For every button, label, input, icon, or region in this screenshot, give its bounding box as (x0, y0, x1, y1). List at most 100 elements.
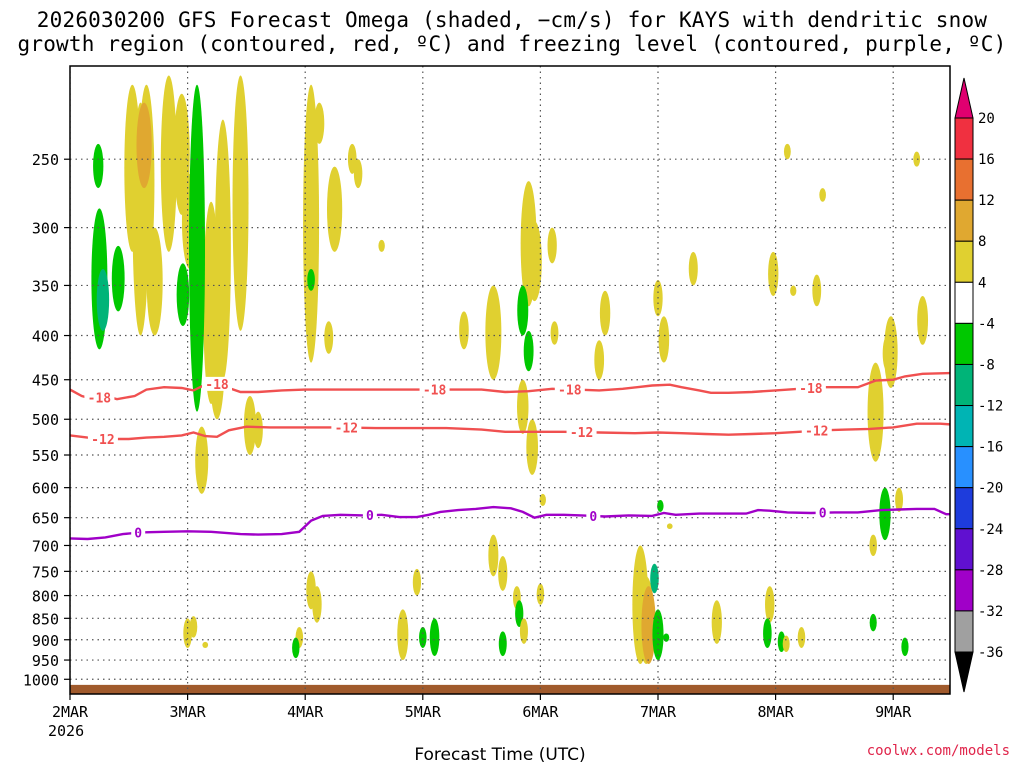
colorbar-label: 12 (978, 193, 995, 209)
colorbar-label: 8 (978, 234, 986, 250)
omega-region (527, 221, 542, 302)
credit-link[interactable]: coolwx.com/models (866, 743, 1010, 759)
contour-lines: -18 -18 -18 -18 -18 -12 -12 -12 -12 0 0 0 0 (70, 371, 950, 542)
colorbar-label: 4 (978, 275, 986, 291)
omega-region (176, 263, 190, 327)
colorbar-swatch (954, 322, 974, 365)
omega-region (312, 586, 322, 623)
y-tick-label: 600 (32, 480, 59, 498)
contour-label: -18 (88, 392, 112, 407)
omega-region (782, 635, 790, 653)
omega-region (397, 609, 409, 661)
y-tick-label: 950 (32, 652, 59, 670)
contour-label-bg (801, 423, 832, 438)
omega-region (326, 166, 343, 252)
omega-region (526, 419, 539, 475)
colorbar-swatch (954, 158, 974, 201)
omega-region (658, 316, 670, 363)
omega-region (209, 239, 222, 297)
colorbar-swatch (954, 487, 974, 530)
y-tick-label: 650 (32, 510, 59, 528)
x-tick-label: 6MAR (522, 703, 559, 721)
contour-label-bg (84, 390, 115, 405)
contour-label-bg (362, 508, 377, 523)
x-tick-label: 9MAR (875, 703, 912, 721)
x-tick-label: 4MAR (287, 703, 324, 721)
colorbar-label: -28 (978, 563, 1003, 579)
omega-region (812, 274, 822, 307)
contour-label: 0 (819, 507, 827, 522)
omega-region (666, 523, 673, 530)
omega-region (650, 563, 659, 594)
grid-lines (70, 66, 950, 694)
contour-label: -12 (335, 422, 358, 437)
omega-region (768, 251, 779, 297)
colorbar-swatch (954, 528, 974, 571)
contour-label-bg (331, 420, 362, 435)
colorbar-label: -36 (978, 645, 1003, 661)
chart-title-line-2: growth region (contoured, red, ºC) and f… (17, 32, 1007, 56)
contour-label-bg (554, 382, 585, 397)
x-axis-year-label: 2026 (48, 722, 85, 740)
ground-fill (70, 684, 950, 694)
contour-line-0 (70, 505, 950, 541)
omega-region (869, 613, 877, 632)
colorbar-label: -12 (978, 399, 1003, 415)
omega-region (378, 239, 385, 252)
colorbar-label: 20 (978, 111, 995, 127)
omega-region (517, 285, 529, 336)
omega-region (459, 311, 469, 350)
colorbar: 20 16 12 8 4 -4 -8 -12 -16 -20 -24 -28 -32 -36 (954, 77, 1003, 693)
omega-region (429, 618, 440, 657)
omega-region (498, 631, 507, 657)
contour-label-bg (419, 382, 450, 397)
contour-label: -18 (423, 384, 447, 399)
y-tick-label: 450 (32, 372, 59, 390)
y-tick-label: 250 (32, 151, 59, 169)
y-tick-label: 400 (32, 328, 59, 346)
colorbar-swatch (954, 569, 974, 612)
omega-region (307, 269, 315, 291)
contour-label-bg (586, 508, 601, 523)
contour-label: -12 (91, 433, 114, 448)
contour-label-bg (131, 525, 146, 540)
omega-region (232, 75, 249, 331)
contour-label: -12 (570, 426, 593, 441)
omega-region (146, 227, 163, 336)
omega-region (641, 586, 656, 664)
omega-region (111, 245, 125, 312)
omega-region (657, 499, 664, 512)
omega-region (195, 426, 209, 494)
omega-region (895, 487, 904, 512)
y-tick-label: 500 (32, 411, 59, 429)
omega-region (783, 143, 791, 160)
omega-region (539, 493, 546, 506)
colorbar-label: -32 (978, 604, 1003, 620)
omega-region (189, 84, 206, 412)
omega-region (96, 269, 110, 331)
colorbar-swatch (954, 405, 974, 448)
omega-region (353, 159, 363, 189)
x-tick-label: 2MAR (52, 703, 89, 721)
contour-label-bg (87, 431, 118, 446)
omega-region (519, 618, 528, 644)
y-tick-label: 900 (32, 632, 59, 650)
omega-region (243, 396, 256, 456)
chart-title-line-1: 2026030200 GFS Forecast Omega (shaded, −… (36, 8, 988, 32)
omega-region (419, 627, 427, 649)
omega-region (347, 143, 357, 174)
colorbar-swatch (954, 281, 974, 324)
contour-label: 0 (134, 527, 142, 542)
omega-region (485, 285, 502, 380)
omega-region (913, 151, 921, 167)
omega-region (917, 296, 929, 345)
contour-label: -18 (799, 382, 823, 397)
omega-region (790, 285, 797, 297)
y-tick-label: 350 (32, 277, 59, 295)
omega-region (797, 627, 806, 649)
contour-label-bg (815, 505, 830, 520)
omega-region (515, 600, 524, 628)
omega-region (763, 618, 772, 649)
omega-region (253, 411, 263, 449)
